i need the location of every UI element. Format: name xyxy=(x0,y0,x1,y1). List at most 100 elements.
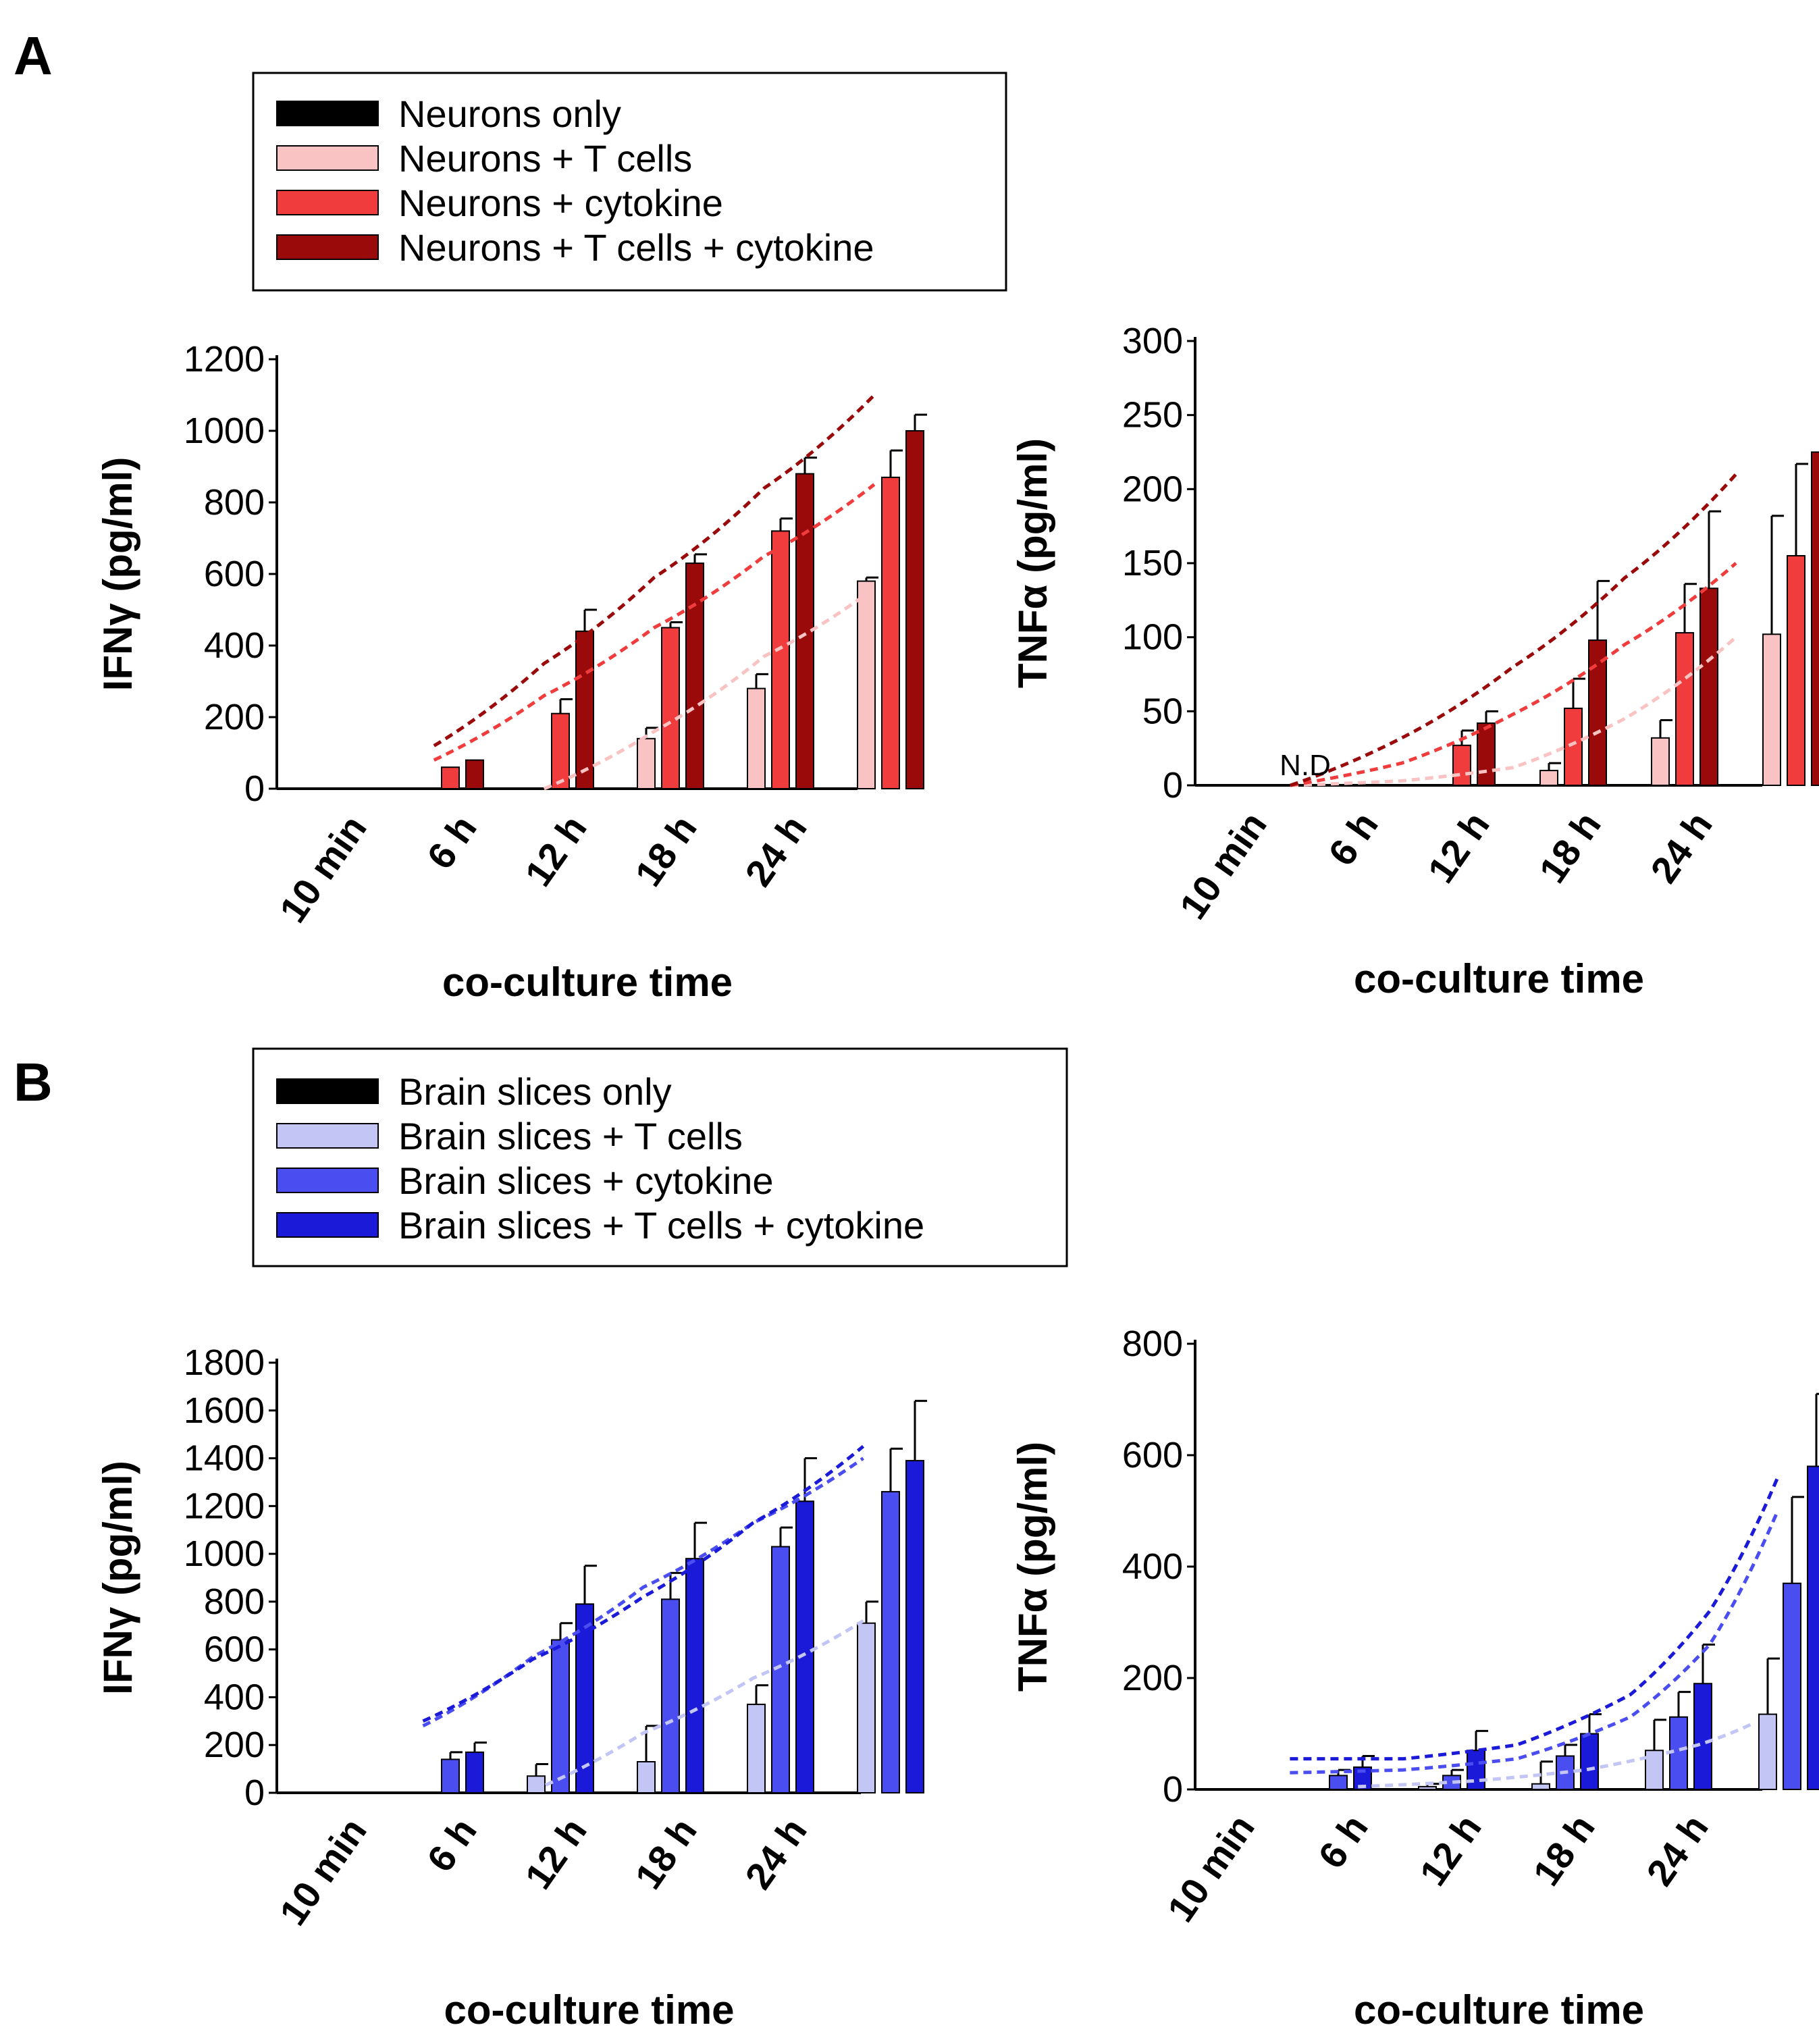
bar xyxy=(1787,555,1805,786)
y-tick-label: 600 xyxy=(204,1629,265,1670)
bar xyxy=(465,759,484,789)
bar xyxy=(1588,639,1607,787)
trendline xyxy=(433,394,876,748)
y-tick-label: 0 xyxy=(1163,1769,1183,1810)
bar xyxy=(465,1751,484,1793)
bar xyxy=(441,766,460,789)
bar xyxy=(747,1704,766,1793)
bar xyxy=(1675,632,1694,786)
legend-label: Brain slices + T cells + cytokine xyxy=(398,1204,924,1247)
y-tick-label: 200 xyxy=(204,1725,265,1765)
bar xyxy=(881,1491,900,1794)
x-axis-title: co-culture time xyxy=(1354,956,1644,1001)
legend-swatch xyxy=(276,1123,379,1149)
bar xyxy=(1699,587,1718,787)
bar xyxy=(1580,1733,1599,1790)
legend-swatch xyxy=(276,1078,379,1104)
bar xyxy=(1452,744,1471,787)
bar xyxy=(1564,707,1583,786)
x-axis-title: co-culture time xyxy=(442,960,733,1005)
y-tick-label: 1600 xyxy=(184,1390,265,1431)
panel-letter-b: B xyxy=(14,1052,53,1112)
y-axis-title: TNFα (pg/ml) xyxy=(1010,438,1055,688)
y-tick-label: 1800 xyxy=(184,1342,265,1383)
bar xyxy=(637,1760,656,1793)
y-axis-title: TNFα (pg/ml) xyxy=(1010,1442,1055,1692)
y-tick-label: 300 xyxy=(1122,321,1183,361)
y-tick-label: 200 xyxy=(1122,1658,1183,1698)
trendline xyxy=(1290,1477,1780,1761)
y-tick-label: 0 xyxy=(244,768,265,809)
y-tick-label: 600 xyxy=(1122,1435,1183,1475)
bar xyxy=(1651,737,1670,787)
y-axis-title: IFNγ (pg/ml) xyxy=(95,457,140,691)
bar xyxy=(1811,451,1819,786)
bar xyxy=(1477,722,1496,787)
legend-label: Brain slices + cytokine xyxy=(398,1159,774,1202)
y-tick-label: 400 xyxy=(204,625,265,666)
y-tick-label: 0 xyxy=(1163,765,1183,806)
bar xyxy=(1329,1775,1348,1790)
legend-label: Neurons only xyxy=(398,93,621,135)
bar xyxy=(1762,633,1781,787)
bar xyxy=(685,1558,704,1794)
bar xyxy=(661,1598,680,1794)
bar xyxy=(1669,1716,1688,1790)
y-tick-label: 400 xyxy=(204,1677,265,1717)
legend-label: Neurons + T cells + cytokine xyxy=(398,226,874,269)
y-tick-label: 200 xyxy=(1122,469,1183,509)
bar xyxy=(1693,1683,1712,1790)
legend-swatch xyxy=(276,101,379,126)
bar xyxy=(1539,770,1558,786)
y-tick-label: 1200 xyxy=(184,339,265,379)
y-tick-label: 200 xyxy=(204,697,265,737)
trendline xyxy=(1358,1721,1756,1789)
legend-label: Neurons + T cells xyxy=(398,137,692,180)
y-tick-label: 1200 xyxy=(184,1486,265,1526)
y-tick-label: 600 xyxy=(204,554,265,594)
bar xyxy=(857,580,876,789)
bar xyxy=(575,630,594,789)
y-axis-title: IFNγ (pg/ml) xyxy=(95,1461,140,1695)
y-tick-label: 1000 xyxy=(184,411,265,451)
bar xyxy=(905,1460,924,1794)
bar xyxy=(747,687,766,789)
y-tick-label: 800 xyxy=(204,482,265,523)
bar xyxy=(857,1622,876,1793)
bar xyxy=(771,530,790,790)
annotation-nd: N.D xyxy=(1280,749,1331,782)
bar xyxy=(551,712,570,789)
panel-letter-a: A xyxy=(14,26,53,86)
y-tick-label: 250 xyxy=(1122,395,1183,436)
legend-box xyxy=(252,1047,1068,1267)
x-axis-title: co-culture time xyxy=(1354,1987,1644,2033)
y-tick-label: 800 xyxy=(204,1581,265,1622)
bar xyxy=(551,1639,570,1794)
trendline xyxy=(433,483,876,762)
bar xyxy=(637,737,656,790)
bar xyxy=(1467,1750,1485,1790)
y-tick-label: 100 xyxy=(1122,617,1183,658)
y-tick-label: 150 xyxy=(1122,543,1183,583)
bar xyxy=(661,627,680,789)
trendline xyxy=(1290,562,1737,787)
legend-label: Brain slices only xyxy=(398,1070,672,1113)
bar xyxy=(685,562,704,789)
bar xyxy=(795,1500,814,1794)
x-axis-title: co-culture time xyxy=(444,1987,734,2033)
bar xyxy=(1418,1785,1437,1790)
legend-swatch xyxy=(276,145,379,171)
legend-swatch xyxy=(276,190,379,215)
trendline xyxy=(1290,473,1737,787)
y-tick-label: 800 xyxy=(1122,1324,1183,1364)
trendline xyxy=(532,1619,864,1792)
bar xyxy=(1758,1713,1777,1790)
bar xyxy=(1807,1465,1819,1790)
bar xyxy=(441,1758,460,1794)
bar xyxy=(1531,1783,1550,1790)
bar xyxy=(881,476,900,790)
trendline xyxy=(1290,635,1737,787)
legend-label: Neurons + cytokine xyxy=(398,182,723,224)
y-tick-label: 0 xyxy=(244,1773,265,1813)
